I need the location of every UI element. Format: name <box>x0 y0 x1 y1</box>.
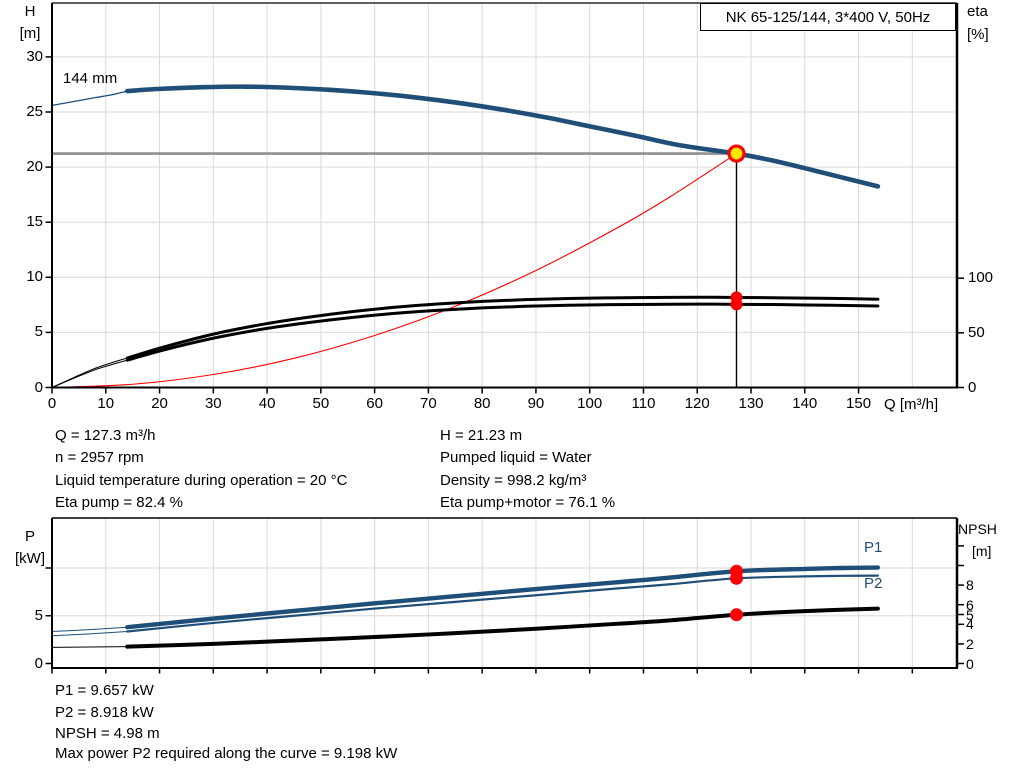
npsh-duty-dot <box>729 608 743 622</box>
npsh-tick-label: 2 <box>966 635 974 652</box>
h-tick-label: 25 <box>26 103 43 120</box>
eta-pump-motor-curve-thin <box>51 359 128 388</box>
duty-point-marker <box>727 144 746 163</box>
h-axis-name: H <box>24 3 36 20</box>
p-tick-label: 0 <box>34 654 43 672</box>
npsh-tick-label: 4 <box>966 616 974 633</box>
p2-curve-label: P2 <box>864 575 883 592</box>
eta-tick-label: 100 <box>968 269 994 287</box>
head-curve-144mm <box>124 84 881 189</box>
q-tick-label: 60 <box>366 395 383 412</box>
eta-axis-name: eta <box>967 3 988 20</box>
head-curve-144mm-thin <box>51 90 128 107</box>
q-tick-label: 30 <box>204 395 222 412</box>
q-tick-label: 20 <box>151 395 168 412</box>
info-n: n = 2957 rpm <box>55 449 144 466</box>
q-tick-label: 150 <box>846 395 872 412</box>
p1-curve-label: P1 <box>864 539 883 556</box>
q-tick-label: 90 <box>527 395 545 412</box>
info-density: Density = 998.2 kg/m³ <box>440 472 587 489</box>
npsh-tick-label: 6 <box>966 596 974 613</box>
eta-axis-unit: [%] <box>967 26 989 43</box>
q-tick-label: 130 <box>738 395 764 412</box>
eta-tick-label: 0 <box>968 378 977 396</box>
eta-pump-motor-duty-dot <box>730 298 743 311</box>
npsh-curve-thin <box>51 646 128 648</box>
eta-tick-label: 50 <box>968 323 985 341</box>
duty-parabola <box>51 153 738 389</box>
info-p2: P2 = 8.918 kW <box>55 704 154 721</box>
info-q: Q = 127.3 m³/h <box>55 427 156 444</box>
p2-duty-dot <box>729 571 743 585</box>
q-tick-label: 0 <box>47 395 57 412</box>
q-tick-label: 50 <box>312 395 330 412</box>
h-tick-label: 15 <box>26 213 43 231</box>
h-tick-label: 30 <box>26 47 43 65</box>
info-h: H = 21.23 m <box>440 427 523 444</box>
q-tick-label: 120 <box>684 395 710 412</box>
h-tick-label: 10 <box>26 268 43 286</box>
h-tick-label: 20 <box>26 158 43 176</box>
pump-title-box: NK 65-125/144, 3*400 V, 50Hz <box>700 3 956 31</box>
h-axis-unit: [m] <box>19 25 41 42</box>
info-eta-pump-motor: Eta pump+motor = 76.1 % <box>440 494 616 511</box>
npsh-tick-label: 8 <box>966 577 974 594</box>
p1-curve-thin <box>51 626 128 633</box>
q-tick-label: 140 <box>792 395 818 412</box>
h-tick-label: 0 <box>34 378 43 396</box>
q-tick-label: 110 <box>631 395 656 412</box>
npsh-tick-label: 0 <box>966 655 974 672</box>
p-tick-label: 5 <box>34 606 43 624</box>
p2-curve <box>126 574 880 633</box>
info-eta-pump: Eta pump = 82.4 % <box>55 494 183 511</box>
p-axis-unit: [kW] <box>15 550 45 567</box>
q-axis-unit: Q [m³/h] <box>884 396 939 413</box>
q-tick-label: 80 <box>473 395 491 412</box>
npsh-curve <box>125 606 880 649</box>
q-tick-label: 10 <box>97 395 115 412</box>
h-tick-label: 5 <box>34 323 43 341</box>
info-npsh: NPSH = 4.98 m <box>55 725 160 742</box>
impeller-diameter-label: 144 mm <box>63 70 118 87</box>
npsh-axis-unit: [m] <box>972 543 992 559</box>
eta-pump-curve-thin <box>51 357 128 388</box>
info-max-power: Max power P2 required along the curve = … <box>55 745 398 762</box>
p1-curve <box>125 565 881 630</box>
pump-title: NK 65-125/144, 3*400 V, 50Hz <box>725 8 931 26</box>
q-tick-label: 100 <box>577 395 603 412</box>
q-tick-label: 40 <box>258 395 276 412</box>
npsh-axis-name: NPSH <box>958 521 997 537</box>
p2-curve-thin <box>51 631 128 637</box>
q-tick-label: 70 <box>420 395 437 412</box>
npsh-tick-label: 5 <box>966 606 974 623</box>
p-axis-name: P <box>24 528 35 545</box>
info-liquid-temp: Liquid temperature during operation = 20… <box>55 472 348 489</box>
info-pumped-liquid: Pumped liquid = Water <box>440 449 592 466</box>
info-p1: P1 = 9.657 kW <box>55 682 154 699</box>
